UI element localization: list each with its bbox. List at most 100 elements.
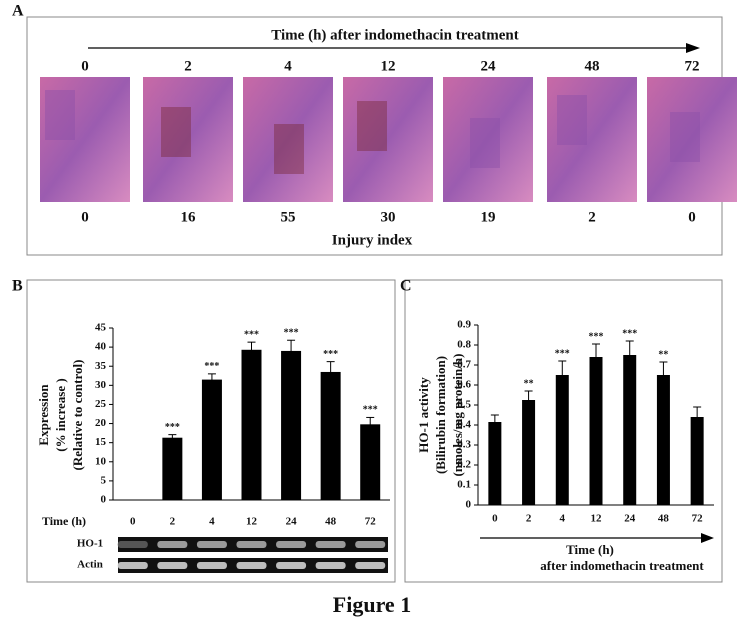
x-axis-label: Time (h) bbox=[42, 514, 86, 528]
injury-value: 0 bbox=[688, 209, 696, 225]
x-tick-label: 48 bbox=[658, 513, 670, 525]
significance: *** bbox=[204, 361, 219, 372]
injury-value: 0 bbox=[81, 209, 89, 225]
significance: *** bbox=[622, 328, 637, 339]
y-tick-label: 10 bbox=[95, 455, 107, 467]
y-axis-label: (Bilirubin formation) bbox=[433, 356, 448, 474]
x-tick-label: 24 bbox=[624, 513, 636, 525]
blot-label: Actin bbox=[77, 559, 103, 571]
panel-a-title: Time (h) after indomethacin treatment bbox=[271, 27, 518, 43]
bar bbox=[656, 375, 670, 505]
y-tick-label: 0.6 bbox=[457, 379, 471, 391]
bar bbox=[690, 417, 704, 505]
y-axis-label: Expression bbox=[36, 384, 51, 446]
injury-value: 19 bbox=[481, 209, 496, 225]
blot-band bbox=[276, 562, 307, 569]
y-tick-label: 5 bbox=[101, 474, 107, 486]
arrow-head bbox=[686, 43, 700, 53]
time-label: 0 bbox=[81, 58, 89, 74]
y-tick-label: 0.5 bbox=[457, 399, 471, 411]
y-tick-label: 0.8 bbox=[457, 339, 471, 351]
y-tick-label: 0.1 bbox=[457, 479, 471, 491]
time-label: 24 bbox=[481, 58, 497, 74]
x-axis-label: Time (h) bbox=[566, 542, 614, 557]
histology-image bbox=[143, 77, 233, 202]
tissue-detail bbox=[470, 118, 500, 168]
blot-band bbox=[355, 562, 386, 569]
arrow-head bbox=[701, 533, 714, 543]
blot-band bbox=[117, 562, 148, 569]
time-label: 12 bbox=[381, 58, 396, 74]
x-tick-label: 2 bbox=[526, 513, 532, 525]
injury-value: 30 bbox=[381, 209, 396, 225]
y-tick-label: 0.4 bbox=[457, 419, 471, 431]
y-axis-label: (nmoles/mg protein/h) bbox=[450, 354, 465, 477]
tissue-detail bbox=[357, 101, 387, 151]
histology-image bbox=[343, 77, 433, 202]
y-axis-label: (% increase ) bbox=[53, 378, 68, 451]
panel-c-frame bbox=[404, 279, 723, 583]
x-tick-label: 4 bbox=[560, 513, 566, 525]
histology-image bbox=[243, 77, 333, 202]
x-tick-label: 24 bbox=[286, 516, 298, 528]
significance: *** bbox=[589, 331, 604, 342]
tissue-detail bbox=[670, 112, 700, 162]
blot-band bbox=[196, 562, 227, 569]
bar bbox=[522, 400, 536, 505]
y-tick-label: 15 bbox=[95, 436, 107, 448]
significance: *** bbox=[555, 348, 570, 359]
bar bbox=[281, 350, 302, 500]
x-tick-label: 12 bbox=[246, 516, 258, 528]
bar bbox=[201, 379, 222, 500]
injury-label: Injury index bbox=[332, 232, 413, 248]
blot-band bbox=[355, 541, 386, 548]
significance: *** bbox=[363, 405, 378, 416]
bar bbox=[360, 424, 381, 500]
tissue-detail bbox=[161, 107, 191, 157]
significance: *** bbox=[284, 328, 299, 339]
y-axis-label: (Relative to control) bbox=[70, 360, 85, 471]
y-tick-label: 0 bbox=[466, 499, 472, 511]
bar bbox=[162, 437, 183, 500]
y-tick-label: 25 bbox=[95, 398, 107, 410]
blot-band bbox=[315, 541, 346, 548]
y-axis-label: HO-1 activity bbox=[416, 377, 431, 453]
blot-band bbox=[276, 541, 307, 548]
x-tick-label: 0 bbox=[492, 513, 498, 525]
histology-image bbox=[443, 77, 533, 202]
panel-label: B bbox=[12, 278, 23, 295]
injury-value: 55 bbox=[281, 209, 296, 225]
significance: *** bbox=[165, 422, 180, 433]
y-tick-label: 0 bbox=[101, 494, 107, 506]
bar bbox=[241, 349, 262, 500]
panel-b-frame bbox=[26, 279, 396, 583]
bar bbox=[488, 422, 502, 505]
y-tick-label: 20 bbox=[95, 417, 107, 429]
blot-band bbox=[157, 562, 188, 569]
x-tick-label: 72 bbox=[692, 513, 704, 525]
y-tick-label: 30 bbox=[95, 379, 107, 391]
significance: ** bbox=[524, 378, 534, 389]
tissue-detail bbox=[557, 95, 587, 145]
y-tick-label: 35 bbox=[95, 360, 107, 372]
histology-image bbox=[40, 77, 130, 202]
bar bbox=[623, 355, 637, 505]
time-label: 72 bbox=[685, 58, 700, 74]
figure-caption: Figure 1 bbox=[333, 592, 411, 617]
blot-band bbox=[315, 562, 346, 569]
significance: *** bbox=[244, 329, 259, 340]
tissue-detail bbox=[45, 90, 75, 140]
blot-band bbox=[236, 562, 267, 569]
blot-band bbox=[236, 541, 267, 548]
time-label: 48 bbox=[585, 58, 600, 74]
bar bbox=[555, 375, 569, 505]
histology-image bbox=[547, 77, 637, 202]
y-tick-label: 45 bbox=[95, 322, 107, 334]
bar bbox=[320, 371, 341, 500]
blot-band bbox=[117, 541, 148, 548]
blot-band bbox=[157, 541, 188, 548]
significance: *** bbox=[323, 349, 338, 360]
y-tick-label: 0.9 bbox=[457, 319, 471, 331]
time-label: 2 bbox=[184, 58, 192, 74]
